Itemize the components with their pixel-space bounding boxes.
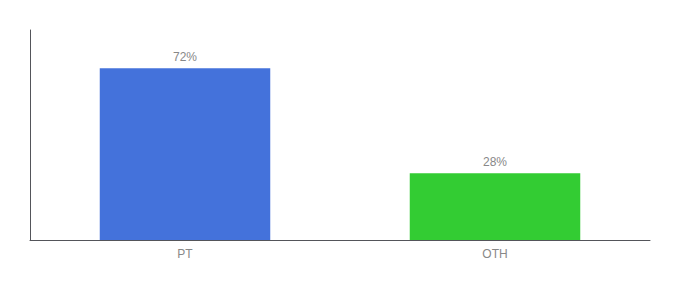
svg-text:72%: 72% (173, 50, 197, 64)
svg-text:OTH: OTH (482, 247, 507, 261)
svg-text:PT: PT (177, 247, 193, 261)
svg-text:28%: 28% (483, 155, 507, 169)
